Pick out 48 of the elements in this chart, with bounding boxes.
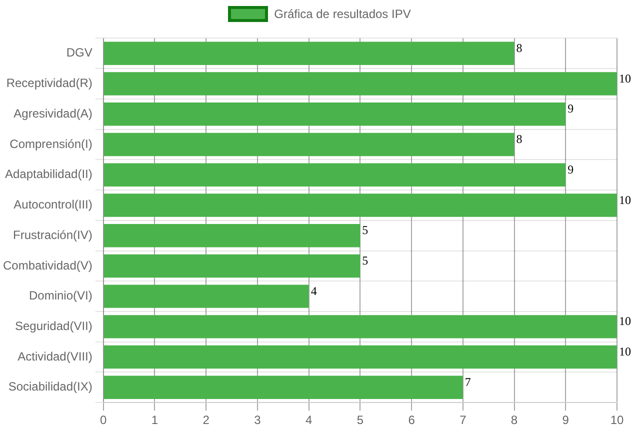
x-tick-label: 9 bbox=[562, 413, 570, 428]
y-tick-label: Autocontrol(III) bbox=[14, 198, 92, 212]
y-tick-label: Receptividad(R) bbox=[6, 76, 92, 90]
x-tick-label: 5 bbox=[356, 413, 364, 428]
y-tick-label: Seguridad(VII) bbox=[14, 318, 92, 333]
y-tick-label: Comprensión(I) bbox=[10, 136, 92, 151]
data-label: 5 bbox=[362, 253, 368, 268]
bar bbox=[104, 224, 360, 248]
bar bbox=[104, 194, 617, 217]
y-tick-label: Combatividad(V) bbox=[2, 258, 92, 272]
bar bbox=[104, 254, 360, 278]
bar bbox=[104, 42, 514, 65]
x-tick-label: 8 bbox=[510, 413, 518, 428]
bar bbox=[104, 132, 514, 156]
x-tick-label: 4 bbox=[305, 413, 312, 428]
bar bbox=[104, 284, 309, 308]
x-tick-label: 2 bbox=[202, 413, 210, 428]
bar bbox=[104, 72, 617, 96]
x-tick-label: 6 bbox=[408, 413, 416, 428]
series-label: Gráfica de resultados IPV bbox=[274, 7, 411, 21]
data-label: 7 bbox=[464, 374, 471, 389]
y-tick-label: Dominio(VI) bbox=[29, 288, 92, 303]
y-tick-label: Adaptabilidad(II) bbox=[4, 167, 92, 182]
data-label: 9 bbox=[568, 162, 574, 176]
data-label: 10 bbox=[619, 71, 631, 86]
bar bbox=[104, 315, 617, 338]
data-label: 10 bbox=[619, 192, 631, 207]
x-tick-label: 0 bbox=[100, 413, 108, 428]
data-label: 4 bbox=[310, 284, 317, 298]
x-tick-label: 7 bbox=[460, 413, 467, 428]
bar bbox=[104, 163, 566, 186]
data-label: 10 bbox=[619, 314, 631, 328]
bar bbox=[104, 376, 463, 400]
y-tick-label: Frustración(IV) bbox=[13, 228, 92, 242]
bar bbox=[104, 345, 617, 369]
y-tick-label: Actividad(VIII) bbox=[18, 349, 92, 364]
data-label: 5 bbox=[362, 223, 368, 238]
x-tick-label: 3 bbox=[254, 413, 262, 428]
x-tick-label: 1 bbox=[151, 413, 158, 428]
y-tick-label: Agresividad(A) bbox=[14, 106, 92, 120]
y-tick-label: Sociabilidad(IX) bbox=[8, 380, 92, 394]
bar bbox=[104, 102, 566, 126]
y-tick-label: DGV bbox=[66, 46, 92, 60]
data-label: 8 bbox=[516, 132, 522, 146]
data-label: 8 bbox=[516, 40, 522, 55]
data-label: 10 bbox=[619, 344, 631, 359]
x-tick-label: 10 bbox=[610, 413, 624, 428]
data-label: 9 bbox=[568, 102, 574, 116]
